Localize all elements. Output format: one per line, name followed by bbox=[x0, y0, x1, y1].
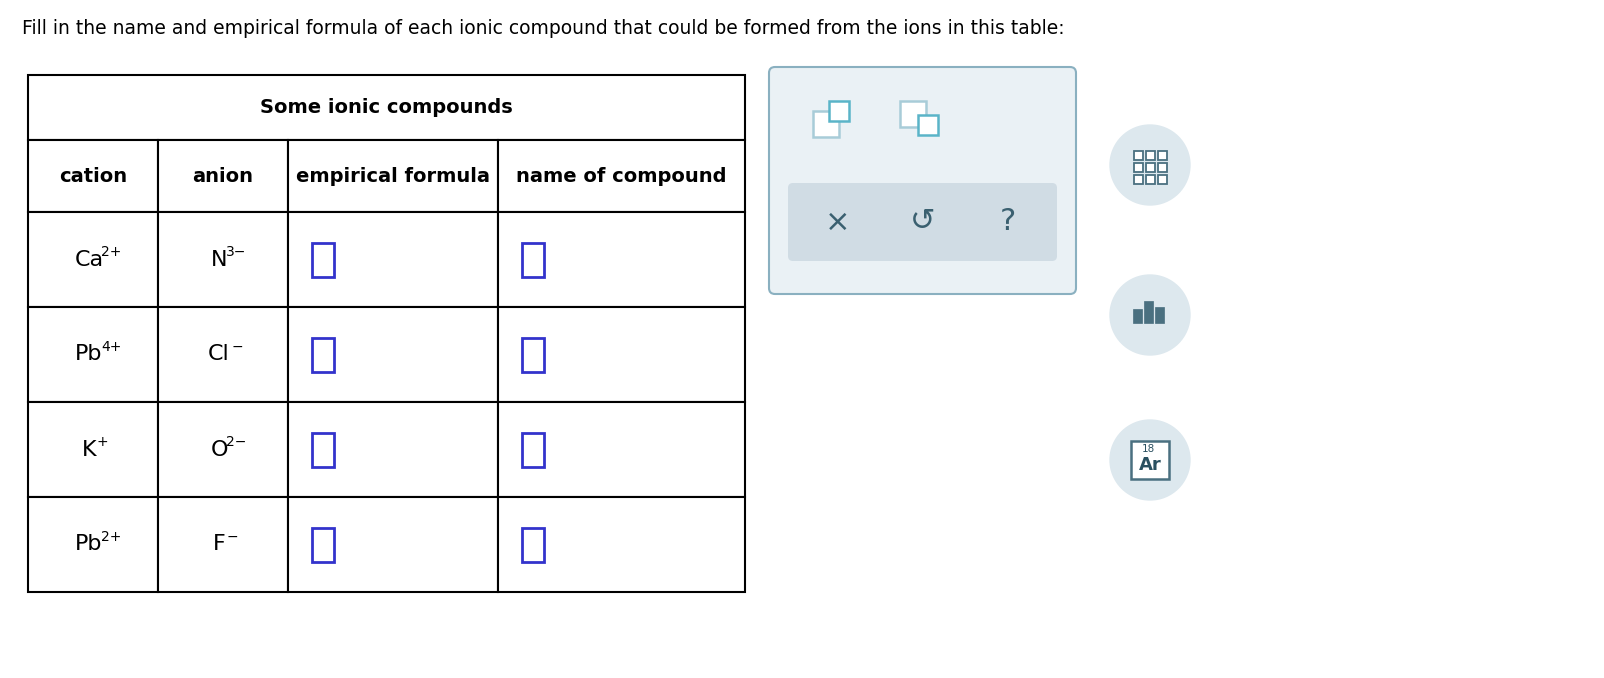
Bar bbox=[1145, 151, 1155, 160]
Text: 4+: 4+ bbox=[101, 340, 122, 354]
Bar bbox=[1144, 301, 1153, 323]
Text: 2+: 2+ bbox=[101, 245, 122, 259]
Bar bbox=[917, 115, 938, 135]
Bar bbox=[829, 101, 849, 121]
Bar bbox=[313, 433, 334, 466]
Text: O: O bbox=[210, 439, 228, 460]
Bar bbox=[27, 140, 159, 212]
Text: N: N bbox=[210, 250, 228, 269]
Bar bbox=[497, 497, 744, 592]
Text: name of compound: name of compound bbox=[516, 167, 727, 186]
Bar bbox=[1134, 163, 1144, 172]
FancyBboxPatch shape bbox=[768, 67, 1076, 294]
Bar bbox=[27, 212, 159, 307]
Bar bbox=[813, 111, 839, 137]
Bar bbox=[1145, 175, 1155, 184]
Bar bbox=[521, 243, 544, 277]
Text: +: + bbox=[96, 435, 107, 449]
Bar bbox=[1145, 163, 1155, 172]
Text: cation: cation bbox=[59, 167, 127, 186]
Bar bbox=[27, 307, 159, 402]
Circle shape bbox=[1110, 420, 1190, 500]
Bar bbox=[521, 433, 544, 466]
Bar bbox=[27, 75, 744, 140]
Text: −: − bbox=[226, 530, 237, 544]
Text: 18: 18 bbox=[1142, 444, 1155, 454]
Text: Ca: Ca bbox=[74, 250, 104, 269]
Text: −: − bbox=[231, 340, 242, 354]
Bar bbox=[1158, 175, 1168, 184]
Bar bbox=[313, 338, 334, 372]
Bar bbox=[313, 527, 334, 561]
FancyBboxPatch shape bbox=[788, 183, 1057, 261]
Text: Fill in the name and empirical formula of each ionic compound that could be form: Fill in the name and empirical formula o… bbox=[22, 18, 1065, 37]
Bar bbox=[1158, 163, 1168, 172]
Bar bbox=[289, 307, 497, 402]
Text: Pb: Pb bbox=[75, 344, 103, 365]
Bar bbox=[1134, 175, 1144, 184]
Bar bbox=[27, 402, 159, 497]
Text: empirical formula: empirical formula bbox=[297, 167, 489, 186]
Bar bbox=[159, 402, 289, 497]
Bar bbox=[313, 243, 334, 277]
Bar bbox=[497, 212, 744, 307]
Bar bbox=[1155, 307, 1165, 323]
Text: Some ionic compounds: Some ionic compounds bbox=[260, 98, 513, 117]
Bar bbox=[159, 307, 289, 402]
Bar bbox=[159, 140, 289, 212]
Text: 3−: 3− bbox=[226, 245, 247, 259]
Text: ?: ? bbox=[999, 207, 1015, 237]
Bar bbox=[1134, 151, 1144, 160]
Bar bbox=[1131, 441, 1169, 479]
Bar bbox=[289, 497, 497, 592]
Text: K: K bbox=[82, 439, 96, 460]
Bar bbox=[521, 338, 544, 372]
Text: F: F bbox=[213, 534, 226, 555]
Bar bbox=[289, 402, 497, 497]
Text: 2−: 2− bbox=[226, 435, 247, 449]
Bar bbox=[1132, 309, 1142, 323]
Text: ↺: ↺ bbox=[909, 207, 935, 237]
Bar bbox=[900, 101, 926, 127]
Text: Pb: Pb bbox=[75, 534, 103, 555]
Text: 2+: 2+ bbox=[101, 530, 122, 544]
Bar bbox=[497, 140, 744, 212]
Circle shape bbox=[1110, 125, 1190, 205]
Bar bbox=[159, 212, 289, 307]
Text: Cl: Cl bbox=[209, 344, 229, 365]
Bar bbox=[27, 497, 159, 592]
Text: ×: × bbox=[824, 207, 850, 237]
Bar bbox=[521, 527, 544, 561]
Bar bbox=[497, 307, 744, 402]
Bar bbox=[289, 212, 497, 307]
Text: anion: anion bbox=[192, 167, 253, 186]
Text: Ar: Ar bbox=[1139, 456, 1161, 474]
Circle shape bbox=[1110, 275, 1190, 355]
Bar bbox=[1158, 151, 1168, 160]
Bar bbox=[289, 140, 497, 212]
Bar bbox=[497, 402, 744, 497]
Bar bbox=[159, 497, 289, 592]
